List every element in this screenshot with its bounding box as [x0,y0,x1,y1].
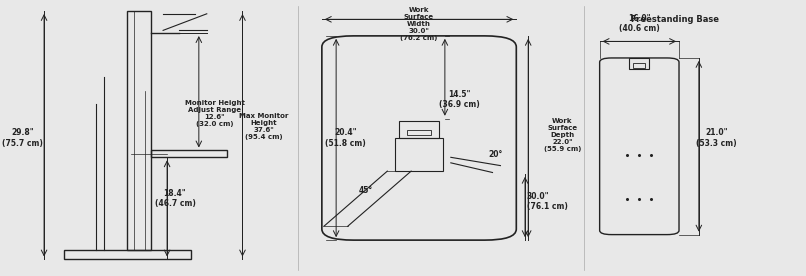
Bar [127,11,152,250]
Text: 21.0"
(53.3 cm): 21.0" (53.3 cm) [696,128,737,148]
Text: 16.0"
(40.6 cm): 16.0" (40.6 cm) [619,14,659,33]
Text: 30.0"
(76.1 cm): 30.0" (76.1 cm) [526,192,567,211]
Text: 29.8"
(75.7 cm): 29.8" (75.7 cm) [2,128,43,148]
Text: 45°: 45° [359,186,373,195]
Text: Max Monitor
Height
37.6"
(95.4 cm): Max Monitor Height 37.6" (95.4 cm) [239,113,289,140]
Text: Work
Surface
Width
30.0"
(76.2 cm): Work Surface Width 30.0" (76.2 cm) [400,7,438,41]
Bar [629,58,650,69]
Bar [407,130,431,135]
Text: 20°: 20° [488,150,503,159]
Text: Monitor Height
Adjust Range
12.6"
(32.0 cm): Monitor Height Adjust Range 12.6" (32.0 … [185,100,245,127]
Bar [399,121,439,138]
Bar [634,63,646,68]
Bar [395,138,442,171]
Text: 14.5"
(36.9 cm): 14.5" (36.9 cm) [438,90,480,109]
Text: Freestanding Base: Freestanding Base [631,15,719,24]
Text: 20.4"
(51.8 cm): 20.4" (51.8 cm) [326,128,366,148]
Text: Work
Surface
Depth
22.0"
(55.9 cm): Work Surface Depth 22.0" (55.9 cm) [544,118,581,152]
Text: 18.4"
(46.7 cm): 18.4" (46.7 cm) [155,189,196,208]
